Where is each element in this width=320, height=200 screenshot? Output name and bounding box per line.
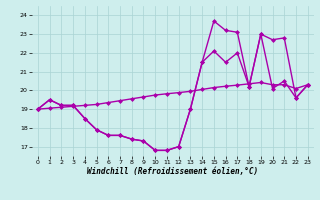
X-axis label: Windchill (Refroidissement éolien,°C): Windchill (Refroidissement éolien,°C) bbox=[87, 167, 258, 176]
